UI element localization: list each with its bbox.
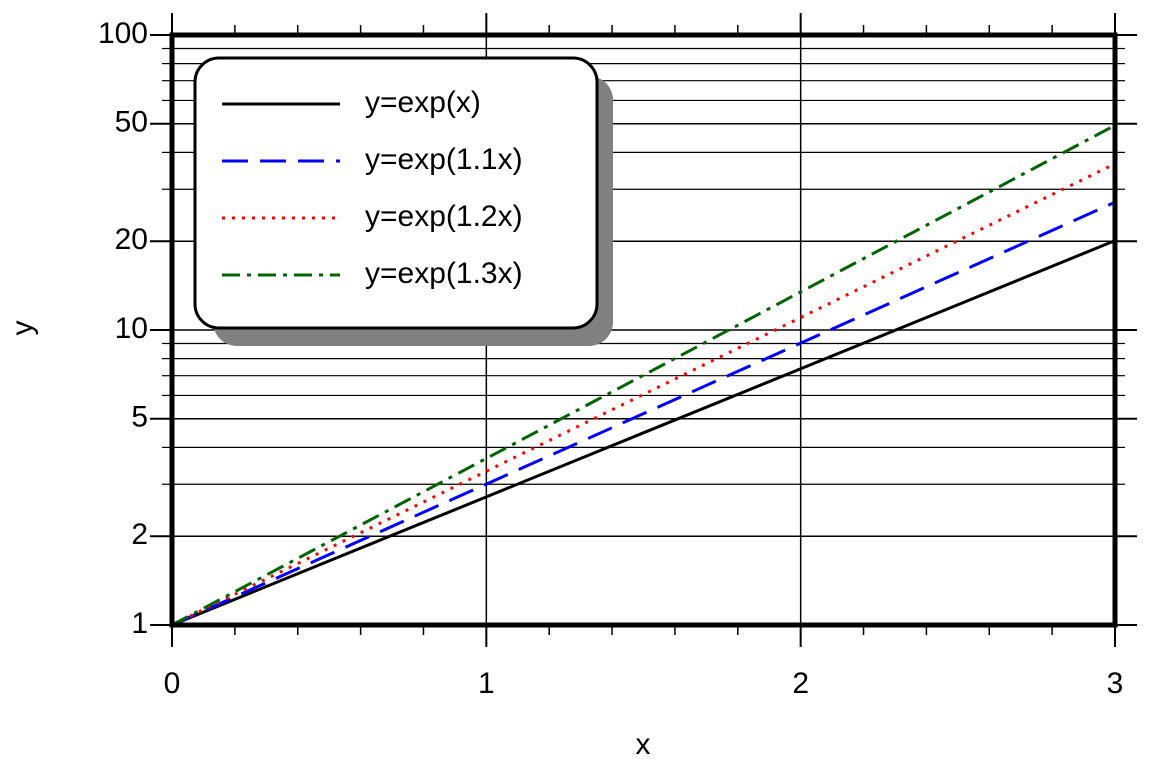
y-tick-label: 5	[131, 401, 148, 434]
legend-label: y=exp(1.1x)	[365, 143, 523, 176]
y-tick-label: 10	[115, 312, 148, 345]
series-line	[171, 200, 1116, 627]
y-tick-label: 2	[131, 518, 148, 551]
x-axis-label: x	[636, 728, 651, 761]
y-tick-label: 50	[115, 106, 148, 139]
plot-frame	[169, 32, 1118, 628]
x-tick-label: 3	[1107, 667, 1124, 700]
series-line	[171, 239, 1116, 627]
legend-label: y=exp(1.3x)	[365, 257, 523, 290]
x-tick-label: 0	[164, 667, 181, 700]
y-tick-label: 100	[98, 17, 148, 50]
legend-box	[193, 56, 599, 330]
y-tick-label: 20	[115, 223, 148, 256]
series-line	[171, 124, 1116, 627]
legend-label: y=exp(x)	[365, 86, 481, 119]
y-tick-label: 1	[131, 607, 148, 640]
x-tick-label: 1	[478, 667, 495, 700]
x-tick-label: 2	[792, 667, 809, 700]
legend: y=exp(x) y=exp(1.1x) y=exp(1.2x) y=exp(1.3x…	[193, 56, 613, 346]
legend-label: y=exp(1.2x)	[365, 200, 523, 233]
y-axis-label: y	[6, 321, 39, 336]
